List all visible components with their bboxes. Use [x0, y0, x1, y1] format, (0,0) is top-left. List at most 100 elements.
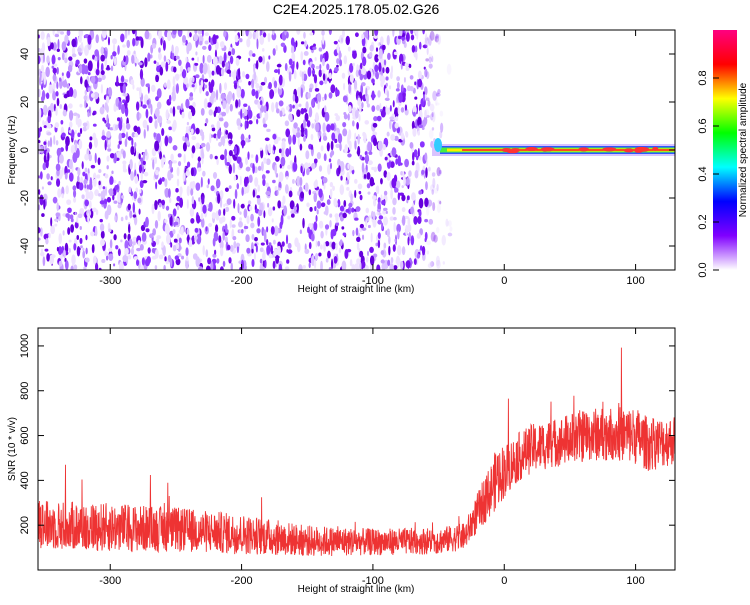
- spectrogram-noise-cell: [361, 33, 365, 40]
- spectrogram-noise-cell: [192, 123, 195, 129]
- spectrogram-noise-cell: [124, 79, 129, 83]
- spectrogram-noise-cell: [125, 131, 129, 140]
- spectrogram-noise-cell: [73, 197, 77, 203]
- spectrogram-noise-cell: [181, 255, 185, 260]
- spectrogram-noise-cell: [314, 252, 319, 261]
- spectrogram-noise-cell: [118, 119, 123, 131]
- spectrogram-noise-cell: [100, 83, 104, 94]
- spectrogram-noise-cell: [67, 169, 71, 173]
- spectrogram-noise-cell: [207, 257, 212, 265]
- spectrogram-noise-cell: [360, 83, 363, 95]
- spectrogram-noise-cell: [377, 219, 382, 225]
- spectrogram-noise-cell: [350, 193, 353, 203]
- spectrogram-noise-cell: [255, 83, 260, 89]
- spectrogram-noise-cell: [157, 210, 161, 222]
- spectrogram-noise-cell: [324, 205, 329, 216]
- spectrogram-noise-cell: [176, 204, 180, 211]
- spectrogram-noise-cell: [331, 258, 334, 270]
- spectrogram-noise-cell: [134, 141, 137, 148]
- spectrogram-y-tick-label-1: -20: [19, 190, 31, 206]
- spectrogram-noise-cell: [320, 230, 324, 239]
- spectrogram-noise-cell: [434, 97, 438, 107]
- spectrogram-noise-cell: [89, 136, 93, 141]
- spectrogram-noise-cell: [317, 240, 321, 247]
- spectrogram-noise-cell: [93, 91, 99, 100]
- spectrogram-noise-cell: [176, 105, 181, 110]
- spectrogram-noise-cell: [311, 123, 315, 129]
- spectrogram-noise-cell: [58, 77, 62, 82]
- spectrogram-noise-cell: [115, 245, 119, 250]
- spectrogram-signal-peak-spot: [501, 147, 512, 152]
- spectrogram-noise-cell: [361, 234, 365, 240]
- spectrogram-noise-cell: [322, 122, 326, 133]
- spectrogram-noise-cell: [178, 59, 182, 66]
- spectrogram-noise-cell: [401, 207, 406, 213]
- spectrogram-noise-cell: [427, 100, 431, 107]
- spectrogram-noise-cell: [425, 33, 428, 44]
- spectrogram-noise-cell: [329, 188, 333, 199]
- spectrogram-noise-cell: [125, 122, 131, 130]
- spectrogram-noise-cell: [428, 129, 434, 139]
- spectrogram-noise-cell: [387, 259, 391, 266]
- spectrogram-noise-cell: [133, 191, 138, 200]
- spectrogram-noise-cell: [338, 160, 342, 166]
- spectrogram-noise-cell: [130, 145, 135, 155]
- snr-series-path: [38, 347, 675, 557]
- spectrogram-noise-cell: [38, 189, 41, 195]
- spectrogram-noise-cell: [324, 93, 327, 101]
- spectrogram-noise-cell: [82, 247, 85, 251]
- spectrogram-noise-cell: [289, 200, 295, 210]
- spectrogram-noise-cell: [79, 225, 82, 230]
- spectrogram-noise-cell: [236, 87, 241, 98]
- spectrogram-noise-cell: [237, 125, 241, 131]
- spectrogram-noise-cell: [418, 155, 422, 161]
- spectrogram-noise-cell: [290, 45, 295, 54]
- spectrogram-noise-cell: [376, 208, 381, 212]
- spectrogram-noise-cell: [300, 87, 303, 99]
- spectrogram-noise-cell: [148, 116, 153, 124]
- spectrogram-noise-cell: [42, 162, 47, 171]
- spectrogram-noise-cell: [144, 30, 150, 40]
- spectrogram-noise-cell: [212, 253, 217, 258]
- spectrogram-noise-cell: [372, 211, 376, 221]
- spectrogram-noise-cell: [201, 30, 204, 37]
- spectrogram-noise-cell: [104, 119, 107, 124]
- spectrogram-noise-cell: [368, 215, 372, 219]
- spectrogram-noise-cell: [292, 134, 297, 145]
- spectrogram-noise-cell: [418, 124, 423, 129]
- spectrogram-noise-cell: [375, 104, 380, 111]
- spectrogram-noise-cell: [80, 41, 84, 51]
- spectrogram-noise-cell: [280, 147, 285, 157]
- spectrogram-noise-cell: [99, 200, 105, 205]
- spectrogram-noise-cell: [354, 109, 359, 119]
- spectrogram-noise-cell: [395, 180, 401, 189]
- spectrogram-noise-cell: [67, 64, 73, 73]
- spectrogram-noise-cell: [40, 31, 45, 40]
- spectrogram-noise-cell: [95, 68, 100, 76]
- spectrogram-noise-cell: [73, 243, 77, 251]
- spectrogram-noise-cell: [315, 214, 318, 222]
- spectrogram-noise-cell: [296, 109, 301, 118]
- spectrogram-noise-cell: [245, 234, 250, 243]
- spectrogram-noise-cell: [55, 107, 58, 116]
- spectrogram-noise-cell: [320, 260, 323, 270]
- spectrogram-noise-cell: [239, 175, 242, 186]
- spectrogram-noise-cell: [196, 234, 202, 245]
- spectrogram-noise-cell: [43, 125, 47, 129]
- spectrogram-noise-cell: [410, 30, 414, 35]
- spectrogram-noise-cell: [111, 170, 114, 175]
- spectrogram-noise-cell: [105, 122, 111, 128]
- spectrogram-noise-cell: [429, 30, 435, 41]
- spectrogram-noise-cell: [312, 46, 317, 50]
- spectrogram-noise-cell: [318, 69, 322, 78]
- spectrogram-noise-cell: [293, 206, 298, 211]
- spectrogram-noise-cell: [207, 207, 212, 212]
- spectrogram-noise-cell: [371, 78, 375, 84]
- spectrogram-noise-cell: [341, 30, 346, 38]
- spectrogram-noise-cell: [205, 265, 211, 270]
- spectrogram-noise-cell: [187, 30, 191, 39]
- spectrogram-noise-cell: [112, 43, 116, 54]
- spectrogram-noise-cell: [167, 169, 172, 181]
- spectrogram-noise-cell: [403, 175, 406, 187]
